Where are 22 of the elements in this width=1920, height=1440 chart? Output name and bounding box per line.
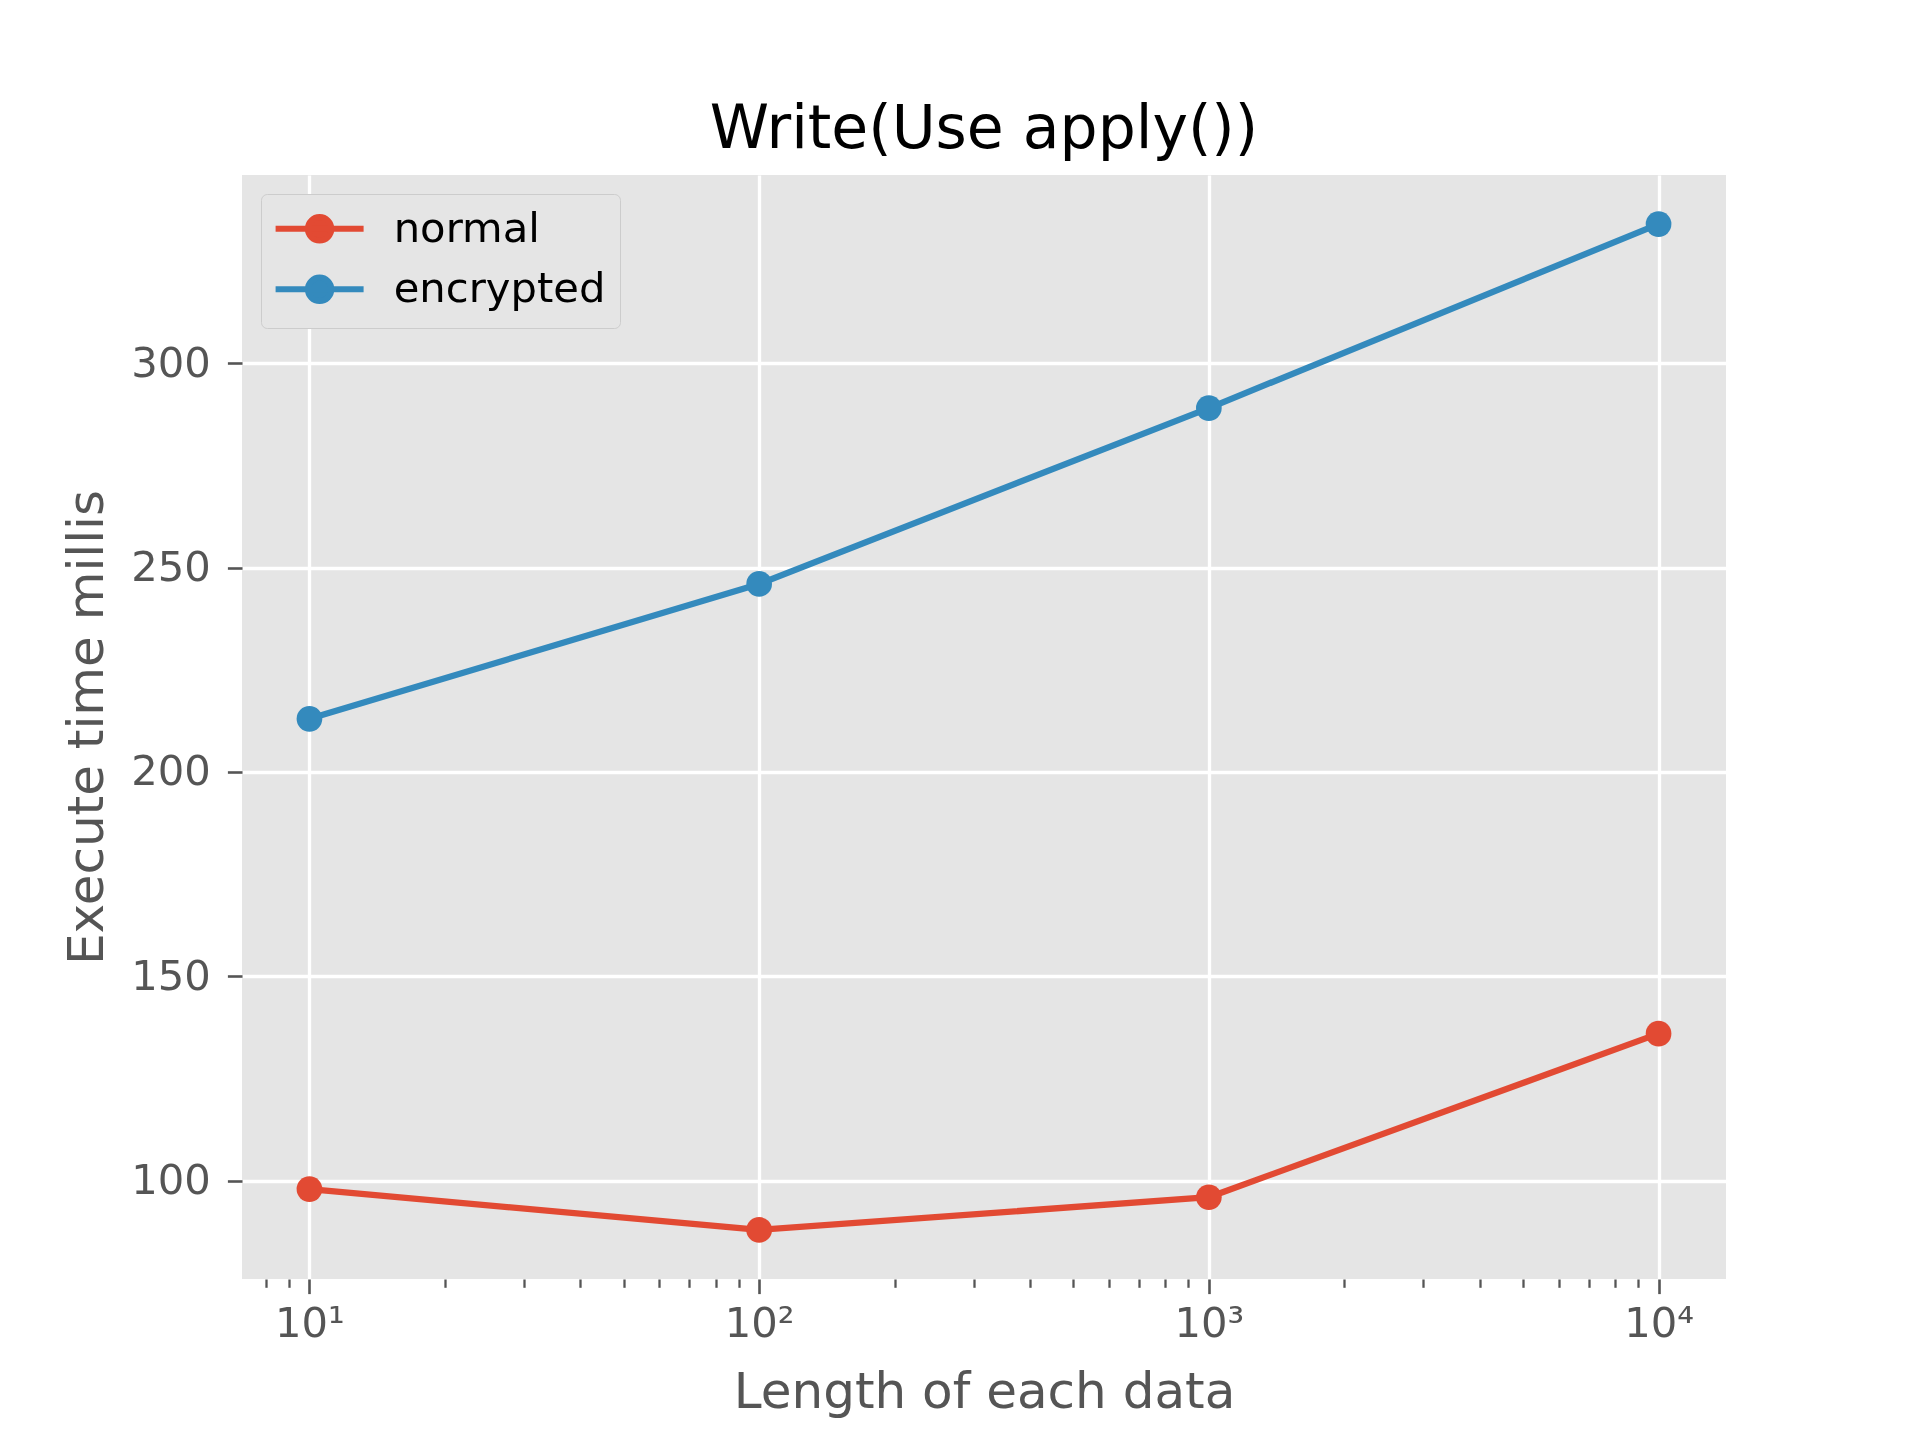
point — [746, 1217, 772, 1243]
y-axis-title: Execute time millis — [57, 489, 116, 966]
point — [1645, 211, 1672, 237]
x-tick-label: 10² — [724, 1298, 795, 1348]
y-tick-label: 250 — [131, 542, 211, 592]
x-axis-title: Length of each data — [733, 1361, 1236, 1420]
point — [296, 1176, 323, 1202]
point — [1196, 1184, 1222, 1211]
point — [746, 571, 772, 597]
y-tick-label: 150 — [131, 950, 211, 1000]
point — [1196, 395, 1222, 421]
y-tick-label: 200 — [131, 746, 211, 796]
y-tick-label: 300 — [131, 337, 211, 387]
x-tick-label: 10³ — [1174, 1298, 1245, 1348]
legend-label: encrypted — [393, 263, 606, 313]
chart-title: Write(Use apply()) — [709, 92, 1259, 162]
y-tick-label: 100 — [131, 1155, 211, 1205]
x-tick-label: 10¹ — [275, 1298, 345, 1348]
point — [296, 706, 323, 732]
x-tick-label: 10⁴ — [1624, 1298, 1694, 1348]
point — [1645, 1020, 1672, 1047]
legend-label: normal — [393, 202, 540, 252]
